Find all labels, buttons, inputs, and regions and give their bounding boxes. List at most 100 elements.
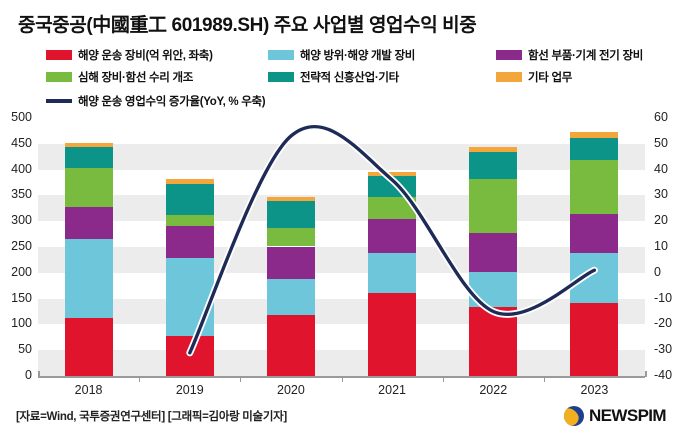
legend-swatch-1 [268, 49, 294, 60]
bar-segment [469, 178, 518, 234]
legend-row-2: 심해 장비·함선 수리 개조 전략적 신흥산업·기타 기타 업무 [46, 68, 646, 85]
legend-swatch-3 [46, 71, 72, 82]
y-axis-tick-label: 250 [11, 239, 32, 253]
bar-segment [165, 214, 214, 226]
x-axis-tick-label: 2020 [277, 383, 305, 397]
page-title: 중국중공(中國重工 601989.SH) 주요 사업별 영업수익 비중 [18, 15, 477, 36]
bar-segment [64, 238, 113, 318]
x-axis-tick-label: 2021 [378, 383, 406, 397]
y2-axis-tick-label: 10 [654, 239, 668, 253]
legend-label-3: 심해 장비·함선 수리 개조 [78, 71, 194, 84]
legend-label-0: 해양 운송 장비(억 위안, 좌축) [78, 49, 213, 62]
bar-2021[interactable] [368, 172, 417, 376]
legend-item-4[interactable]: 전략적 신흥산업·기타 [268, 69, 496, 85]
legend-label-4: 전략적 신흥산업·기타 [300, 71, 399, 84]
y2-axis-tick-label: 60 [654, 110, 668, 124]
x-axis-tick [442, 377, 444, 382]
axis-end-cap [38, 371, 40, 377]
bar-segment [266, 196, 315, 201]
legend-label-line: 해양 운송 영업수익 증가율(YoY, % 우축) [78, 96, 266, 108]
legend-label-5: 기타 업무 [528, 71, 573, 84]
y2-axis-tick-label: -30 [654, 342, 673, 357]
x-axis-tick-label: 2023 [580, 383, 609, 397]
grid-band [38, 143, 645, 170]
brand-name: NEWSPIM [588, 406, 667, 425]
grid-band [38, 350, 645, 376]
bar-segment [165, 183, 214, 215]
x-axis-tick [543, 377, 545, 382]
y2-axis-tick-label: 20 [654, 213, 668, 228]
bar-segment [469, 147, 518, 153]
bar-segment [266, 279, 315, 316]
legend-swatch-2 [496, 49, 522, 60]
newspim-mark-icon [563, 406, 584, 426]
x-axis-line [38, 376, 645, 378]
grid-band [38, 195, 645, 222]
bar-segment [368, 293, 417, 376]
x-axis-tick [240, 377, 242, 382]
y-axis-tick-label: 500 [11, 110, 32, 124]
bar-segment [165, 179, 214, 184]
x-axis-tick [341, 377, 343, 382]
x-axis-tick-label: 2019 [175, 383, 204, 397]
legend-item-3[interactable]: 심해 장비·함선 수리 개조 [46, 69, 268, 85]
bar-segment [570, 214, 619, 254]
y2-axis-tick-label: 0 [654, 264, 661, 279]
y-axis-tick-label: 450 [11, 135, 32, 150]
y-axis-tick-label: 0 [25, 368, 32, 382]
bar-segment [469, 152, 518, 179]
bar-2023[interactable] [570, 131, 619, 376]
bar-segment [64, 167, 113, 207]
bar-segment [368, 253, 417, 294]
y-axis-tick-label: 200 [11, 264, 32, 279]
legend-item-line[interactable]: 해양 운송 영업수익 증가율(YoY, % 우축) [46, 93, 266, 109]
plot-area [38, 118, 645, 376]
legend-swatch-4 [268, 71, 294, 82]
legend-item-0[interactable]: 해양 운송 장비(억 위안, 좌축) [46, 47, 268, 63]
legend-item-1[interactable]: 해양 방위·해양 개발 장비 [268, 47, 496, 63]
y2-axis-tick-label: -40 [654, 368, 673, 382]
legend-swatch-5 [496, 71, 522, 82]
x-axis-tick [139, 377, 141, 382]
bar-segment [64, 142, 113, 147]
bar-segment [165, 225, 214, 259]
y-axis-tick-label: 50 [18, 342, 32, 357]
bar-segment [266, 315, 315, 376]
bar-segment [469, 307, 518, 376]
bar-segment [368, 219, 417, 254]
bar-segment [64, 317, 113, 376]
y2-axis-tick-label: 40 [654, 161, 668, 176]
bar-segment [469, 233, 518, 273]
chart-legend: 해양 운송 장비(억 위안, 좌축) 해양 방위·해양 개발 장비 함선 부품·… [46, 46, 646, 85]
x-axis-tick-label: 2018 [74, 383, 103, 397]
y2-axis-tick-label: 30 [654, 187, 668, 202]
y-axis-tick-label: 350 [11, 187, 32, 202]
source-note: [자료=Wind, 국투증권연구센터] [그래픽=김아랑 미술기자] [16, 411, 287, 423]
bar-2018[interactable] [64, 142, 113, 376]
brand-logo: NEWSPIM [563, 406, 667, 426]
bar-segment [570, 302, 619, 376]
y-axis-tick-label: 150 [11, 290, 32, 305]
bar-segment [266, 228, 315, 247]
bar-segment [64, 146, 113, 168]
bar-segment [266, 246, 315, 279]
bar-segment [368, 172, 417, 176]
axis-end-cap [645, 371, 647, 377]
legend-item-2[interactable]: 함선 부품·기계 전기 장비 [496, 47, 643, 63]
bar-2022[interactable] [469, 147, 518, 376]
y-axis-tick-label: 400 [11, 161, 32, 176]
x-axis-tick-label: 2022 [479, 383, 508, 397]
legend-swatch-0 [46, 49, 72, 60]
bar-segment [368, 197, 417, 220]
growth-rate-line [186, 123, 598, 357]
y-axis-tick-label: 300 [11, 213, 32, 228]
legend-swatch-line [46, 99, 72, 103]
legend-item-5[interactable]: 기타 업무 [496, 69, 572, 85]
bar-segment [570, 160, 619, 214]
y-axis-tick-label: 100 [11, 316, 32, 331]
y2-axis-tick-label: -10 [654, 290, 673, 305]
bar-2020[interactable] [266, 196, 315, 376]
legend-label-1: 해양 방위·해양 개발 장비 [300, 49, 416, 62]
bar-segment [64, 206, 113, 239]
